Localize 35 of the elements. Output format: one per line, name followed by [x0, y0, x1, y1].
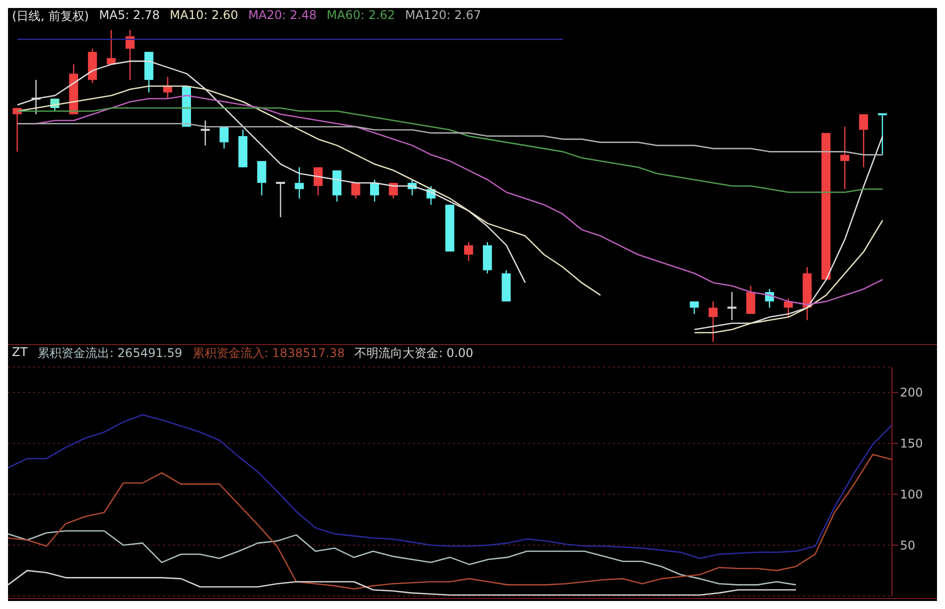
- line-series: [8, 570, 797, 596]
- candlestick: [294, 166, 304, 200]
- text: 累积资金流入: 1838517.38: [192, 345, 345, 362]
- chart-title: (日线, 前复权): [12, 8, 89, 25]
- candlestick: [257, 160, 266, 196]
- candlestick: [351, 182, 360, 200]
- candlestick: [464, 242, 474, 262]
- y-tick-label: 150: [900, 436, 923, 451]
- y-tick-label: 200: [900, 386, 923, 400]
- candlestick: [370, 179, 380, 202]
- candlestick: [276, 182, 286, 218]
- chart-title: ZT: [12, 345, 28, 361]
- text: MA20: 2.48: [248, 8, 317, 24]
- text: 累积资金流出: 265491.59: [38, 345, 182, 362]
- text: 不明流向大资金: 0.00: [354, 345, 474, 362]
- candlestick: [746, 285, 756, 315]
- text: MA60: 2.62: [326, 8, 396, 24]
- text: MA5: 2.78: [99, 8, 160, 24]
- text: MA10: 2.60: [170, 8, 238, 24]
- candlestick: [106, 30, 116, 65]
- candlestick: [314, 166, 323, 196]
- line-series: [8, 530, 797, 586]
- y-tick-label: 100: [900, 487, 923, 502]
- candlestick: [200, 120, 210, 146]
- candlestick: [859, 114, 868, 168]
- y-tick-label: 50: [900, 538, 916, 552]
- candlestick: [727, 291, 736, 321]
- candlestick: [690, 300, 699, 315]
- candlestick: [708, 300, 718, 342]
- line-series: [8, 454, 893, 590]
- text: MA120: 2.67: [405, 8, 482, 24]
- line-series: [8, 414, 893, 559]
- candlestick: [840, 126, 850, 190]
- candlestick: [220, 126, 229, 150]
- candlestick: [878, 113, 887, 156]
